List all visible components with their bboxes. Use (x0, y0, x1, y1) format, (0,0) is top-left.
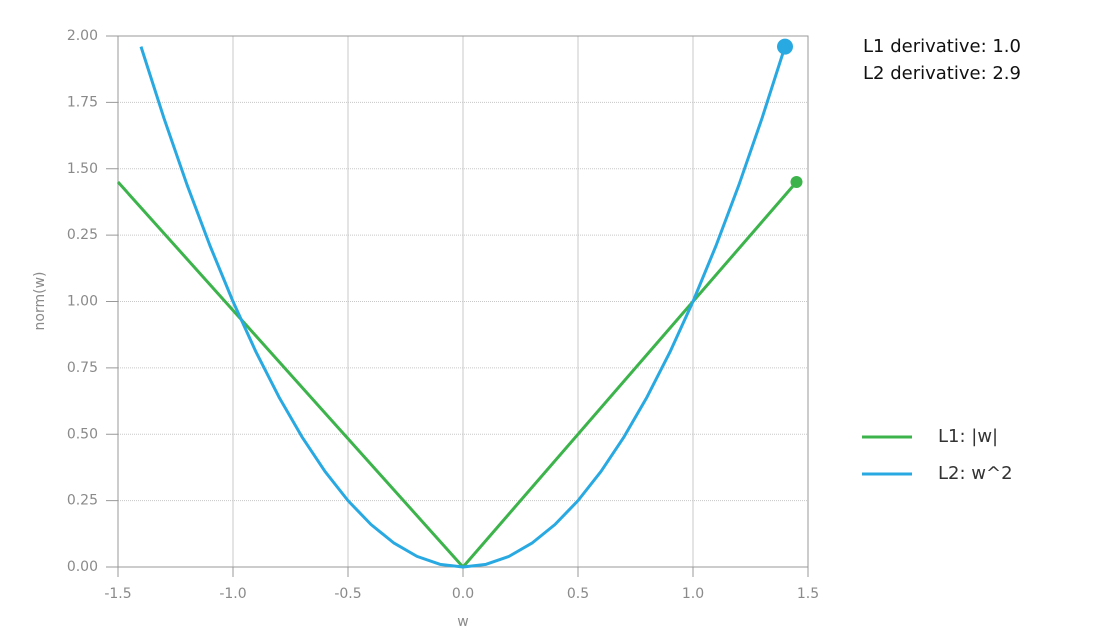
y-tick-label: 1.50 (67, 161, 98, 177)
y-axis-label: norm(w) (32, 272, 48, 331)
x-tick-label: -1.0 (219, 586, 246, 602)
line (116, 181, 798, 569)
y-tick-label: 1.75 (67, 94, 98, 110)
x-tick-label: 0.5 (567, 586, 589, 602)
y-tick-label: 0.75 (67, 360, 98, 376)
x-tick-label: -0.5 (334, 586, 361, 602)
x-axis-label: w (457, 614, 468, 630)
y-tick-label: 0.25 (67, 227, 98, 243)
y-tick-label: 0.00 (67, 559, 98, 575)
y-tick-label: 0.50 (67, 426, 98, 442)
y-tick-label: 1.00 (67, 294, 98, 310)
x-tick-label: 0.0 (452, 586, 474, 602)
y-tick-label: 2.00 (67, 28, 98, 44)
legend-label: L2: w^2 (938, 463, 1013, 484)
line (139, 46, 787, 569)
x-tick-label: 1.5 (797, 586, 819, 602)
annotation: L2 derivative: 2.9 (863, 63, 1021, 84)
y-tick-label: 0.25 (67, 493, 98, 509)
x-tick-label: 1.0 (682, 586, 704, 602)
end-marker (790, 176, 803, 189)
annotation: L1 derivative: 1.0 (863, 36, 1021, 57)
legend-label: L1: |w| (938, 426, 998, 447)
end-marker (777, 38, 793, 55)
x-tick-label: -1.5 (104, 586, 131, 602)
